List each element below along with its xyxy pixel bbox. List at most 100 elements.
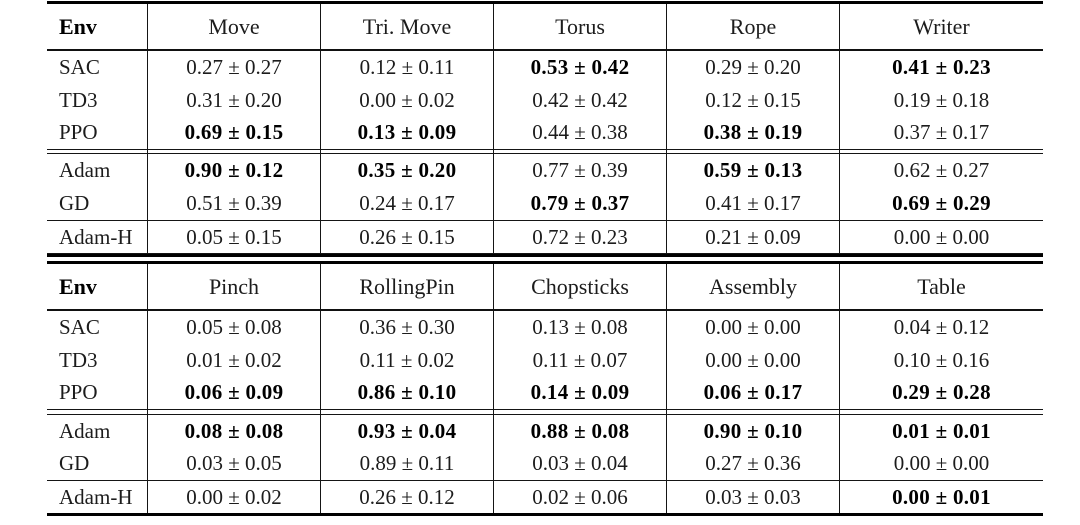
header-divider-rule bbox=[47, 309, 1043, 312]
table-row: PPO 0.69 ± 0.15 0.13 ± 0.09 0.44 ± 0.38 0.38… bbox=[47, 116, 1043, 149]
table-row: GD 0.03 ± 0.05 0.89 ± 0.11 0.03 ± 0.04 0.27 … bbox=[47, 447, 1043, 480]
row-label: PPO bbox=[59, 380, 98, 405]
rule-segment bbox=[47, 150, 147, 154]
top-rule bbox=[47, 1, 1043, 4]
group-divider-double-rule bbox=[47, 148, 1043, 155]
value-cell: 0.12 ± 0.11 bbox=[320, 51, 493, 84]
group-divider-double-rule bbox=[47, 408, 1043, 415]
rule-segment bbox=[47, 410, 147, 414]
table-row: Adam-H 0.00 ± 0.02 0.26 ± 0.12 0.02 ± 0.06 0… bbox=[47, 480, 1043, 514]
value-cell: 0.90 ± 0.10 bbox=[666, 414, 839, 448]
value-cell: 0.72 ± 0.23 bbox=[493, 220, 666, 254]
row-label: Adam bbox=[59, 158, 111, 183]
column-header: Chopsticks bbox=[493, 264, 666, 310]
value-cell: 0.27 ± 0.27 bbox=[147, 51, 320, 84]
value-cell: 0.26 ± 0.15 bbox=[320, 220, 493, 254]
value-cell: 0.41 ± 0.17 bbox=[666, 186, 839, 220]
column-header: RollingPin bbox=[320, 264, 493, 310]
rule-segment bbox=[666, 409, 839, 414]
value-cell: 0.88 ± 0.08 bbox=[493, 414, 666, 448]
row-label: Adam bbox=[59, 418, 111, 443]
header-divider-rule bbox=[47, 49, 1043, 51]
value-cell: 0.31 ± 0.20 bbox=[147, 83, 320, 117]
value-cell: 0.08 ± 0.08 bbox=[147, 414, 320, 448]
bottom-rule bbox=[47, 513, 1043, 517]
row-label: GD bbox=[59, 451, 90, 476]
value-cell: 0.11 ± 0.07 bbox=[493, 343, 666, 377]
value-cell: 0.01 ± 0.02 bbox=[147, 343, 320, 377]
rule-segment bbox=[147, 409, 320, 414]
row-label: PPO bbox=[59, 120, 98, 145]
row-label: SAC bbox=[59, 55, 100, 79]
value-cell: 0.10 ± 0.16 bbox=[839, 343, 1043, 377]
value-cell: 0.24 ± 0.17 bbox=[320, 186, 493, 220]
value-cell: 0.06 ± 0.09 bbox=[147, 376, 320, 409]
value-cell: 0.79 ± 0.37 bbox=[493, 186, 666, 220]
value-cell: 0.93 ± 0.04 bbox=[320, 414, 493, 448]
rule-segment bbox=[320, 149, 493, 154]
column-header: Assembly bbox=[666, 264, 839, 310]
value-cell: 0.04 ± 0.12 bbox=[839, 311, 1043, 344]
column-header: Pinch bbox=[147, 264, 320, 310]
value-cell: 0.69 ± 0.15 bbox=[147, 116, 320, 149]
value-cell: 0.00 ± 0.02 bbox=[320, 83, 493, 117]
column-header: Rope bbox=[666, 4, 839, 49]
table-row: PPO 0.06 ± 0.09 0.86 ± 0.10 0.14 ± 0.09 0.06… bbox=[47, 376, 1043, 409]
row-label: GD bbox=[59, 190, 90, 215]
row-label: TD3 bbox=[59, 87, 98, 112]
group-divider-rule bbox=[47, 219, 1043, 221]
rule-segment bbox=[320, 409, 493, 414]
value-cell: 0.03 ± 0.03 bbox=[666, 480, 839, 514]
value-cell: 0.03 ± 0.04 bbox=[493, 447, 666, 480]
column-header: Move bbox=[147, 4, 320, 49]
value-cell: 0.00 ± 0.00 bbox=[666, 311, 839, 344]
value-cell: 0.77 ± 0.39 bbox=[493, 154, 666, 187]
value-cell: 0.06 ± 0.17 bbox=[666, 376, 839, 409]
table-row: TD3 0.01 ± 0.02 0.11 ± 0.02 0.11 ± 0.07 0.00… bbox=[47, 343, 1043, 377]
value-cell: 0.13 ± 0.08 bbox=[493, 311, 666, 344]
value-cell: 0.29 ± 0.20 bbox=[666, 51, 839, 84]
column-header: Writer bbox=[839, 4, 1043, 49]
table-row: GD 0.51 ± 0.39 0.24 ± 0.17 0.79 ± 0.37 0.41 … bbox=[47, 186, 1043, 220]
value-cell: 0.29 ± 0.28 bbox=[839, 376, 1043, 409]
table-row: SAC 0.05 ± 0.08 0.36 ± 0.30 0.13 ± 0.08 0.00… bbox=[47, 311, 1043, 344]
row-label: TD3 bbox=[59, 347, 98, 372]
column-header: Tri. Move bbox=[320, 4, 493, 49]
rule-segment bbox=[839, 149, 1043, 154]
table-row: Adam 0.08 ± 0.08 0.93 ± 0.04 0.88 ± 0.08 0.9… bbox=[47, 414, 1043, 448]
rule-segment bbox=[493, 409, 666, 414]
value-cell: 0.62 ± 0.27 bbox=[839, 154, 1043, 187]
value-cell: 0.38 ± 0.19 bbox=[666, 116, 839, 149]
value-cell: 0.90 ± 0.12 bbox=[147, 154, 320, 187]
value-cell: 0.35 ± 0.20 bbox=[320, 154, 493, 187]
table-row: Adam-H 0.05 ± 0.15 0.26 ± 0.15 0.72 ± 0.23 0… bbox=[47, 220, 1043, 254]
value-cell: 0.00 ± 0.02 bbox=[147, 480, 320, 514]
value-cell: 0.00 ± 0.01 bbox=[839, 480, 1043, 514]
value-cell: 0.26 ± 0.12 bbox=[320, 480, 493, 514]
header-row: Env Pinch RollingPin Chopsticks Assembly Tabl… bbox=[47, 264, 1043, 310]
column-header: Table bbox=[839, 264, 1043, 310]
value-cell: 0.13 ± 0.09 bbox=[320, 116, 493, 149]
value-cell: 0.42 ± 0.42 bbox=[493, 83, 666, 117]
value-cell: 0.19 ± 0.18 bbox=[839, 83, 1043, 117]
first-table-closing-rule bbox=[47, 253, 1043, 255]
value-cell: 0.00 ± 0.00 bbox=[666, 343, 839, 377]
value-cell: 0.03 ± 0.05 bbox=[147, 447, 320, 480]
value-cell: 0.02 ± 0.06 bbox=[493, 480, 666, 514]
value-cell: 0.00 ± 0.00 bbox=[839, 447, 1043, 480]
value-cell: 0.51 ± 0.39 bbox=[147, 186, 320, 220]
row-label: Adam-H bbox=[59, 484, 133, 509]
value-cell: 0.12 ± 0.15 bbox=[666, 83, 839, 117]
value-cell: 0.27 ± 0.36 bbox=[666, 447, 839, 480]
value-cell: 0.89 ± 0.11 bbox=[320, 447, 493, 480]
rule-segment bbox=[839, 409, 1043, 414]
value-cell: 0.05 ± 0.08 bbox=[147, 311, 320, 344]
group-divider-rule bbox=[47, 479, 1043, 481]
table-row: TD3 0.31 ± 0.20 0.00 ± 0.02 0.42 ± 0.42 0.12… bbox=[47, 83, 1043, 117]
column-header: Torus bbox=[493, 4, 666, 49]
value-cell: 0.59 ± 0.13 bbox=[666, 154, 839, 187]
value-cell: 0.69 ± 0.29 bbox=[839, 186, 1043, 220]
value-cell: 0.11 ± 0.02 bbox=[320, 343, 493, 377]
value-cell: 0.01 ± 0.01 bbox=[839, 414, 1043, 448]
row-label: SAC bbox=[59, 315, 100, 340]
